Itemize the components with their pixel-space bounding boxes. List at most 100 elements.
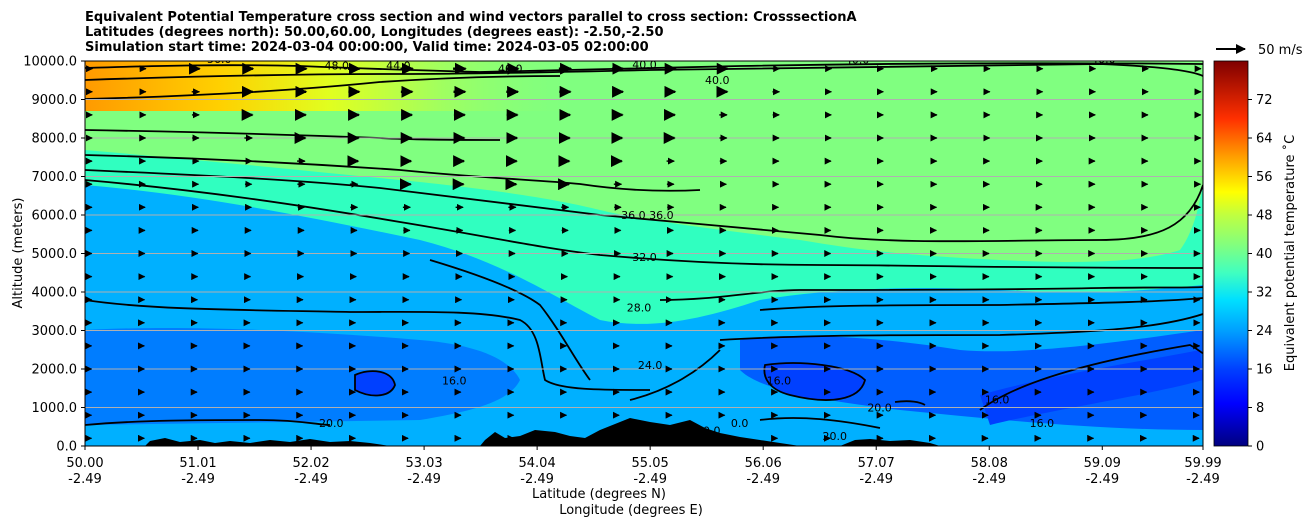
contour-label: 0.0 <box>703 424 721 437</box>
colorbar-tick-label: 16 <box>1256 363 1273 378</box>
contour-label: 20.0 <box>823 430 848 443</box>
contour-label: 16.0 <box>985 394 1010 407</box>
contour-label: 40.0 <box>1091 53 1116 66</box>
cold-pocket-2 <box>764 363 865 400</box>
contour-label: 28.0 <box>627 301 652 314</box>
boundary-layer-fill-west <box>85 328 520 425</box>
colorbar-tick-label: 48 <box>1256 209 1273 224</box>
contour-line <box>894 400 926 406</box>
contour-label: 0.0 <box>731 417 749 430</box>
x-tick-label-lon: -2.49 <box>1186 472 1220 487</box>
contour-line <box>85 63 1203 81</box>
grid-lines <box>85 99 1203 408</box>
x-tick-label-lat: 59.09 <box>1084 456 1121 471</box>
contour-line <box>759 417 881 429</box>
contour-line <box>629 349 721 401</box>
x-axis-label-lat: Latitude (degrees N) <box>532 487 666 502</box>
quiver-key: 50 m/s <box>1216 43 1303 58</box>
title-line-2: Latitudes (degrees north): 50.00,60.00, … <box>85 25 664 40</box>
y-tick-label: 5000.0 <box>32 247 78 262</box>
contour-label: 48.0 <box>325 59 350 72</box>
boundary-layer-fill-east <box>740 330 1203 430</box>
colorbar-tick-label: 24 <box>1256 324 1273 339</box>
contour-line <box>429 259 591 381</box>
colorbar-tick-label: 56 <box>1256 170 1273 185</box>
x-tick-label-lon: -2.49 <box>68 472 102 487</box>
y-tick-label: 0.0 <box>56 440 77 455</box>
colorbar-tick-label: 40 <box>1256 247 1273 262</box>
title-line-1: Equivalent Potential Temperature cross s… <box>85 10 857 25</box>
contour-line <box>354 370 396 397</box>
y-axis-ticks: 0.0 1000.0 2000.0 3000.0 4000.0 5000.0 6000.0 7… <box>23 55 85 455</box>
x-tick-label-lat: 51.01 <box>179 456 216 471</box>
plot-area: 56.0 48.0 44.0 40.0 40.0 40.0 40.0 40.0 36.0 36.0… <box>85 53 1203 446</box>
colorbar-tick-label: 64 <box>1256 132 1273 147</box>
x-tick-label-lat: 56.06 <box>745 456 782 471</box>
x-tick-label-lat: 54.04 <box>519 456 556 471</box>
cold-pocket-1 <box>355 371 395 396</box>
contour-label: 56.0 <box>207 53 232 66</box>
y-tick-label: 1000.0 <box>32 401 78 416</box>
y-tick-label: 3000.0 <box>32 324 78 339</box>
contour-label: 36.0 <box>649 209 674 222</box>
contour-line <box>85 129 501 141</box>
y-tick-label: 9000.0 <box>32 93 78 108</box>
contour-label: 16.0 <box>767 374 792 387</box>
y-tick-label: 8000.0 <box>32 132 78 147</box>
terrain <box>145 418 940 446</box>
x-tick-label-lat: 59.99 <box>1184 456 1221 471</box>
title-line-3: Simulation start time: 2024-03-04 00:00:… <box>85 40 649 55</box>
contour-line <box>85 75 561 100</box>
contour-line <box>85 179 1203 269</box>
contour-line <box>659 286 1203 301</box>
contour-label: 36.0 <box>621 209 646 222</box>
contour-label: 40.0 <box>632 59 657 72</box>
contour-label: 16.0 <box>1030 417 1055 430</box>
contour-line <box>979 344 1203 411</box>
colorbar-tick-label: 0 <box>1256 440 1264 455</box>
x-tick-label-lat: 55.05 <box>632 456 669 471</box>
colorbar: 0 8 16 24 32 40 48 56 64 72 Equivalent potential … <box>1213 60 1298 455</box>
colorbar-gradient <box>1213 60 1249 447</box>
contour-label: 40.0 <box>845 53 870 66</box>
x-tick-label-lat: 52.02 <box>292 456 329 471</box>
colorbar-tick-label: 32 <box>1256 286 1273 301</box>
y-tick-label: 2000.0 <box>32 363 78 378</box>
x-tick-label-lon: -2.49 <box>972 472 1006 487</box>
x-tick-label-lat: 57.07 <box>858 456 895 471</box>
y-tick-label: 7000.0 <box>32 170 78 185</box>
wind-vectors <box>85 62 1202 442</box>
y-tick-label: 6000.0 <box>32 209 78 224</box>
x-tick-label-lon: -2.49 <box>407 472 441 487</box>
x-axis-label-lon: Longitude (degrees E) <box>559 503 703 518</box>
contour-line <box>719 313 1203 341</box>
colorbar-label: Equivalent potential temperature ˚C <box>1282 135 1298 371</box>
x-tick-label-lon: -2.49 <box>746 472 780 487</box>
contour-label: 16.0 <box>442 374 467 387</box>
x-tick-label-lon: -2.49 <box>1085 472 1119 487</box>
contour-label: 24.0 <box>638 359 663 372</box>
x-tick-label-lon: -2.49 <box>859 472 893 487</box>
contour-label: 20.0 <box>867 401 892 414</box>
contour-label: 40.0 <box>705 74 730 87</box>
contour-line <box>85 299 651 391</box>
contour-label: 20.0 <box>319 417 344 430</box>
colorbar-tick-label: 72 <box>1256 93 1273 108</box>
x-tick-label-lat: 50.00 <box>66 456 103 471</box>
contour-lines <box>85 62 1203 429</box>
contour-line <box>85 419 331 426</box>
contour-line <box>763 362 866 401</box>
x-tick-label-lat: 53.03 <box>405 456 442 471</box>
contour-label: 40.0 <box>498 63 523 76</box>
y-tick-label: 4000.0 <box>32 286 78 301</box>
colorbar-tick-label: 8 <box>1256 401 1264 416</box>
x-tick-label-lon: -2.49 <box>181 472 215 487</box>
contour-line <box>85 154 701 192</box>
quiver-key-label: 50 m/s <box>1258 43 1303 58</box>
contour-line <box>85 169 1203 243</box>
x-tick-label-lon: -2.49 <box>294 472 328 487</box>
contour-line <box>759 297 1203 311</box>
contour-label: 44.0 <box>386 59 411 72</box>
